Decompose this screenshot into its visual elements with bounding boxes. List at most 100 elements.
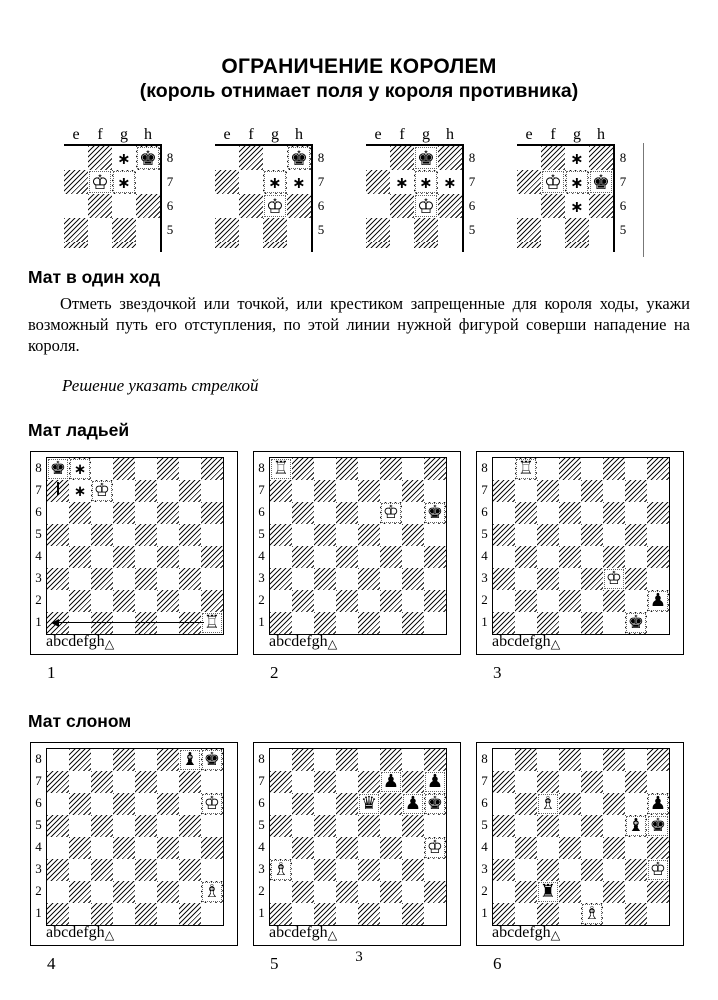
square-c1 [314,903,336,926]
chess-board: ♝ ♚ ♔ ♗ [46,748,224,927]
rank-label: 5 [468,222,476,238]
square-a4 [270,837,292,860]
square-c5 [91,815,113,838]
square-e6 [581,793,603,816]
file-labels: a b c d e f g h △ [46,924,237,942]
square-d3 [336,568,358,591]
board-main: 8 7 6 5 4 3 2 1 ♝ ♚ ♔ ♗ [31,748,237,927]
file-label: h [96,924,105,942]
square-h4 [201,546,223,569]
square-a2 [270,590,292,613]
square-f6 [157,502,179,525]
square-c1 [537,612,559,635]
square-b6 [292,502,314,525]
square-e8 [135,458,157,481]
square-b5 [515,524,537,547]
square-c3 [91,859,113,882]
square-f6 [603,793,625,816]
black-pawn-f7: ♟ [381,771,401,793]
file-label: c [61,924,69,942]
square-a5 [270,524,292,547]
square-f1 [157,903,179,926]
square-d2 [559,881,581,904]
square-f1 [380,903,402,926]
square-g8 [179,458,201,481]
file-label: e [299,924,307,942]
square-b4 [515,837,537,860]
mini-board-grid [366,146,462,243]
rank-label: 6 [481,504,488,520]
white-to-move-icon: △ [550,927,561,943]
file-label: h [542,924,551,942]
page-title-line2: (король отнимает поля у короля противник… [139,79,579,102]
file-label: b [499,633,508,651]
square-g1 [179,903,201,926]
chess-board: ♖ ♔ ♟ ♚ [492,457,670,636]
file-label: e [374,126,382,144]
square-a1 [47,903,69,926]
square-f7 [157,771,179,794]
black-pawn-h6: ♟ [648,793,668,815]
square-c6 [314,793,336,816]
square-g5 [565,218,589,243]
square-b7 [292,480,314,503]
square-b6 [292,793,314,816]
square-c6 [91,793,113,816]
square-c4 [91,837,113,860]
square-f7 [380,480,402,503]
square-d5 [559,524,581,547]
black-king-h8: ♚ [288,147,310,170]
square-f4 [380,837,402,860]
square-d4 [336,837,358,860]
square-b4 [69,837,91,860]
white-rook-h1: ♖ [202,612,222,634]
mate-in-one-heading: Мат в один ход [28,267,161,288]
square-d1 [113,612,135,635]
corner-diagram-1: e f g h ♔ ♚ ∗ ∗ 8 7 6 5 [64,126,178,253]
mini-board: ♔ ♚ ∗ ∗ ∗ [366,146,462,249]
square-d5 [336,815,358,838]
square-c5 [314,815,336,838]
square-d3 [559,859,581,882]
square-a8 [270,749,292,772]
file-label: b [53,633,62,651]
square-c2 [91,590,113,613]
square-h3 [647,568,669,591]
file-label: g [88,924,97,942]
square-d7 [559,771,581,794]
square-d6 [336,793,358,816]
square-h5 [136,218,160,243]
file-label: h [446,126,454,144]
asterisk-mark-g7: ∗ [415,171,437,194]
rank-labels: 8 7 6 5 4 3 2 1 [254,457,269,635]
square-e7 [135,480,157,503]
square-e2 [581,590,603,613]
square-f1 [603,903,625,926]
square-e8 [581,458,603,481]
square-d6 [336,502,358,525]
square-c8 [91,458,113,481]
square-a5 [493,815,515,838]
square-f5 [603,815,625,838]
square-d8 [336,458,358,481]
square-h5 [647,524,669,547]
page-title: ОГРАНИЧЕНИЕ КОРОЛЕМ (король отнимает пол… [0,54,718,103]
square-e3 [135,568,157,591]
file-label: f [550,126,556,144]
square-f1 [380,612,402,635]
file-labels: a b c d e f g h △ [46,633,237,651]
square-e8 [581,749,603,772]
rank-label: 7 [317,174,325,190]
black-pawn-h7: ♟ [425,771,445,793]
square-f4 [603,546,625,569]
square-d7 [113,480,135,503]
square-e8 [517,146,541,171]
square-g3 [402,859,424,882]
square-h7 [647,771,669,794]
white-king-f6: ♔ [381,502,401,524]
black-king-h5: ♚ [648,815,668,837]
square-d6 [559,502,581,525]
square-g3 [625,568,647,591]
square-e6 [64,194,88,219]
